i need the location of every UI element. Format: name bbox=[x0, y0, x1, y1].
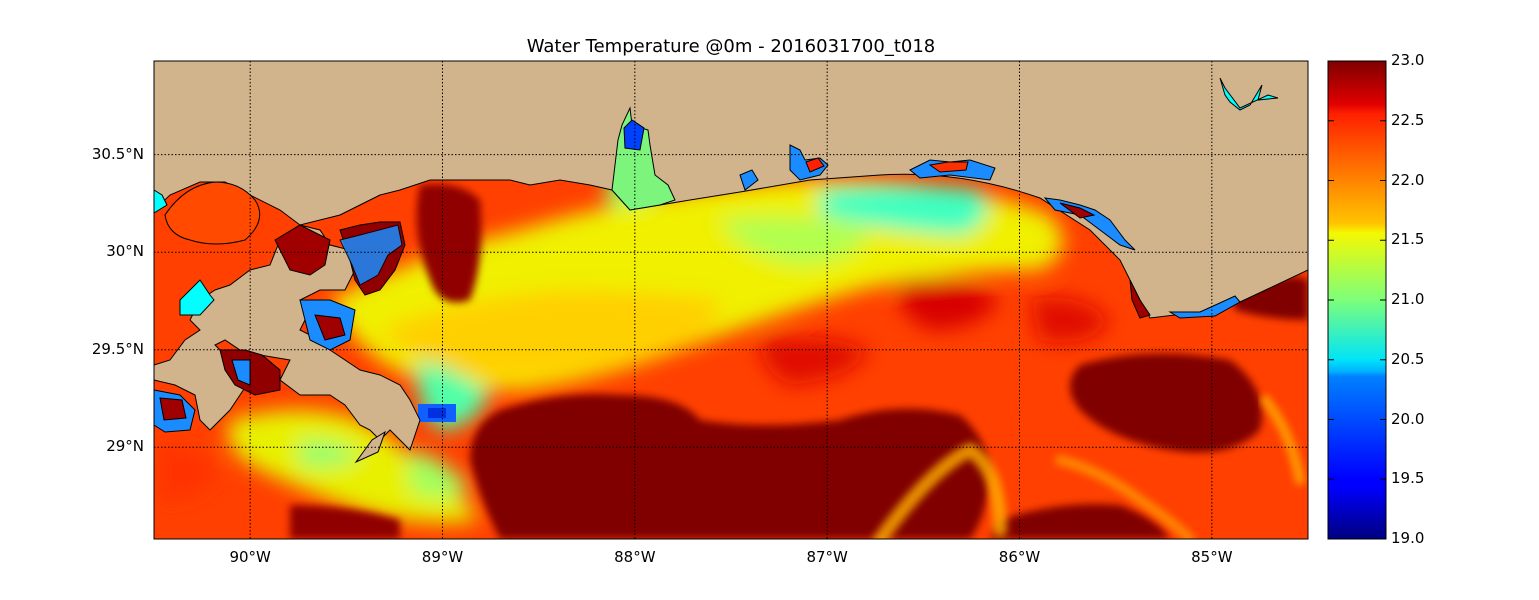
barataria-bay-inner bbox=[314, 314, 346, 341]
terrebonne-bay-inner bbox=[159, 397, 187, 421]
colorbar-tick-label: 21.5 bbox=[1391, 230, 1425, 249]
colorbar-tick-label: 20.5 bbox=[1391, 349, 1425, 368]
apalachicola-bay bbox=[1168, 295, 1241, 319]
land-bird-foot-delta bbox=[154, 224, 421, 451]
latitude-tick-label: 29.5°N bbox=[91, 339, 144, 358]
temperature-field bbox=[154, 61, 1308, 539]
st-joseph-bay bbox=[1129, 279, 1151, 319]
map-title: Water Temperature @0m - 2016031700_t018 bbox=[526, 36, 936, 57]
lake-salvador bbox=[179, 279, 215, 316]
colorbar-tick-label: 20.0 bbox=[1391, 409, 1425, 428]
lake-borgne bbox=[274, 224, 331, 276]
colorbar-tick-label: 19.5 bbox=[1391, 469, 1425, 488]
delta-marsh-blue bbox=[339, 224, 403, 286]
perdido-bay bbox=[739, 169, 759, 191]
latitude-tick-label: 30.5°N bbox=[91, 144, 144, 163]
longitude-tick-label: 90°W bbox=[229, 548, 271, 566]
latitude-tick-label: 30°N bbox=[106, 242, 144, 261]
colorbar-gradient bbox=[1327, 60, 1387, 540]
land-chandeleur-spit bbox=[354, 430, 386, 464]
longitude-tick-label: 87°W bbox=[806, 548, 848, 566]
pensacola-bay-inner bbox=[805, 157, 825, 173]
latitude-tick-label: 29°N bbox=[106, 437, 144, 456]
st-andrew-bay-inner bbox=[1059, 202, 1096, 219]
longitude-tick-label: 85°W bbox=[1191, 548, 1233, 566]
graticule bbox=[154, 61, 1308, 539]
colorbar-tick-label: 21.0 bbox=[1391, 290, 1425, 308]
colorbar-tick-label: 19.0 bbox=[1391, 529, 1425, 547]
colorbar-tick-label: 22.0 bbox=[1391, 170, 1425, 189]
longitude-tick-label: 89°W bbox=[421, 548, 464, 566]
longitude-tick-label: 86°W bbox=[998, 548, 1041, 566]
lake-pontchartrain bbox=[164, 181, 261, 245]
longitude-tick-label: 88°W bbox=[614, 548, 656, 566]
lake-northeast bbox=[1219, 77, 1279, 111]
mobile-bay-head bbox=[623, 119, 645, 151]
colorbar-ticks bbox=[1328, 60, 1386, 540]
bays bbox=[153, 106, 1241, 433]
colorbar-tick-label: 22.5 bbox=[1391, 110, 1425, 129]
map-frame bbox=[153, 60, 1309, 540]
colorbar-tick-label: 23.0 bbox=[1391, 51, 1425, 69]
choctawhatchee-bay-inner bbox=[928, 161, 969, 173]
timbalier-bay-blue bbox=[231, 359, 251, 386]
lakes bbox=[153, 77, 1279, 316]
